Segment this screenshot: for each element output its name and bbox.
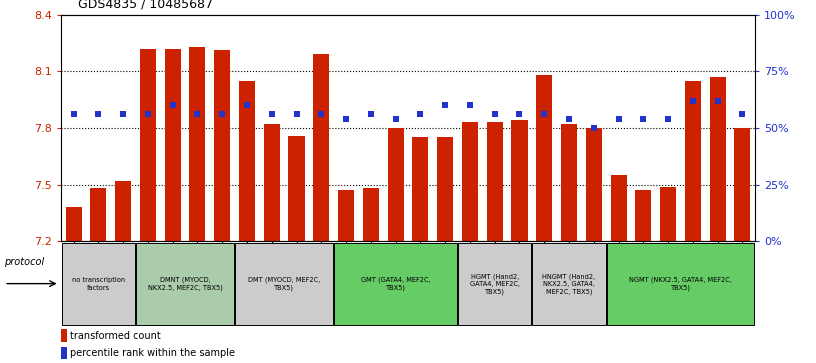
Bar (437, 138, 453, 241)
Text: GMT (GATA4, MEF2C,
TBX5): GMT (GATA4, MEF2C, TBX5) (361, 277, 430, 291)
Point (92, 111, 105, 117)
Bar (65, 207, 82, 241)
Point (612, 116, 625, 122)
Point (315, 111, 328, 117)
Point (290, 111, 303, 117)
Bar (338, 190, 354, 241)
Bar (235, 243, 333, 325)
Bar (189, 47, 206, 241)
Text: transformed count: transformed count (70, 331, 161, 340)
Bar (62, 243, 135, 325)
Point (736, 111, 749, 117)
Bar (586, 128, 602, 241)
Bar (289, 135, 304, 241)
Bar (412, 138, 428, 241)
Bar (165, 49, 180, 241)
Bar (363, 188, 379, 241)
Bar (532, 243, 605, 325)
Bar (388, 128, 404, 241)
Text: HNGMT (Hand2,
NKX2.5, GATA4,
MEF2C, TBX5): HNGMT (Hand2, NKX2.5, GATA4, MEF2C, TBX5… (543, 273, 596, 295)
Bar (335, 243, 457, 325)
Text: GDS4835 / 10485687: GDS4835 / 10485687 (78, 0, 212, 11)
Bar (264, 124, 280, 241)
Bar (561, 124, 577, 241)
Point (141, 111, 154, 117)
Bar (660, 187, 676, 241)
Text: no transcription
factors: no transcription factors (72, 277, 125, 291)
Text: percentile rank within the sample: percentile rank within the sample (70, 348, 235, 358)
Bar (462, 122, 478, 241)
Bar (512, 121, 527, 241)
Point (67, 111, 80, 117)
Point (488, 111, 501, 117)
Point (662, 116, 675, 122)
Point (538, 111, 551, 117)
Point (339, 116, 353, 122)
Bar (140, 49, 156, 241)
Text: protocol: protocol (4, 257, 44, 267)
Point (117, 111, 130, 117)
Bar (486, 122, 503, 241)
Point (588, 125, 601, 131)
Bar (313, 54, 330, 241)
Bar (239, 81, 255, 241)
Bar (610, 175, 627, 241)
Text: DMNT (MYOCD,
NKX2.5, MEF2C, TBX5): DMNT (MYOCD, NKX2.5, MEF2C, TBX5) (148, 277, 223, 291)
Text: DMT (MYOCD, MEF2C,
TBX5): DMT (MYOCD, MEF2C, TBX5) (248, 277, 320, 291)
Point (389, 116, 402, 122)
Bar (710, 77, 725, 241)
Point (166, 102, 180, 108)
Text: HGMT (Hand2,
GATA4, MEF2C,
TBX5): HGMT (Hand2, GATA4, MEF2C, TBX5) (470, 273, 520, 295)
Point (562, 116, 575, 122)
Point (513, 111, 526, 117)
Bar (685, 81, 701, 241)
Bar (61, 347, 67, 359)
Bar (136, 243, 234, 325)
Point (364, 111, 377, 117)
Point (636, 116, 650, 122)
Point (191, 111, 204, 117)
Bar (115, 181, 131, 241)
Point (215, 111, 228, 117)
Bar (214, 50, 230, 241)
Bar (636, 190, 651, 241)
Point (439, 102, 452, 108)
Bar (536, 75, 552, 241)
Bar (91, 188, 106, 241)
Point (414, 111, 427, 117)
Point (241, 102, 254, 108)
Bar (734, 128, 751, 241)
Point (265, 111, 278, 117)
Point (686, 98, 699, 104)
Bar (458, 243, 531, 325)
Text: NGMT (NKX2.5, GATA4, MEF2C,
TBX5): NGMT (NKX2.5, GATA4, MEF2C, TBX5) (629, 277, 732, 291)
Point (463, 102, 477, 108)
Bar (606, 243, 754, 325)
Bar (61, 329, 67, 342)
Point (711, 98, 724, 104)
